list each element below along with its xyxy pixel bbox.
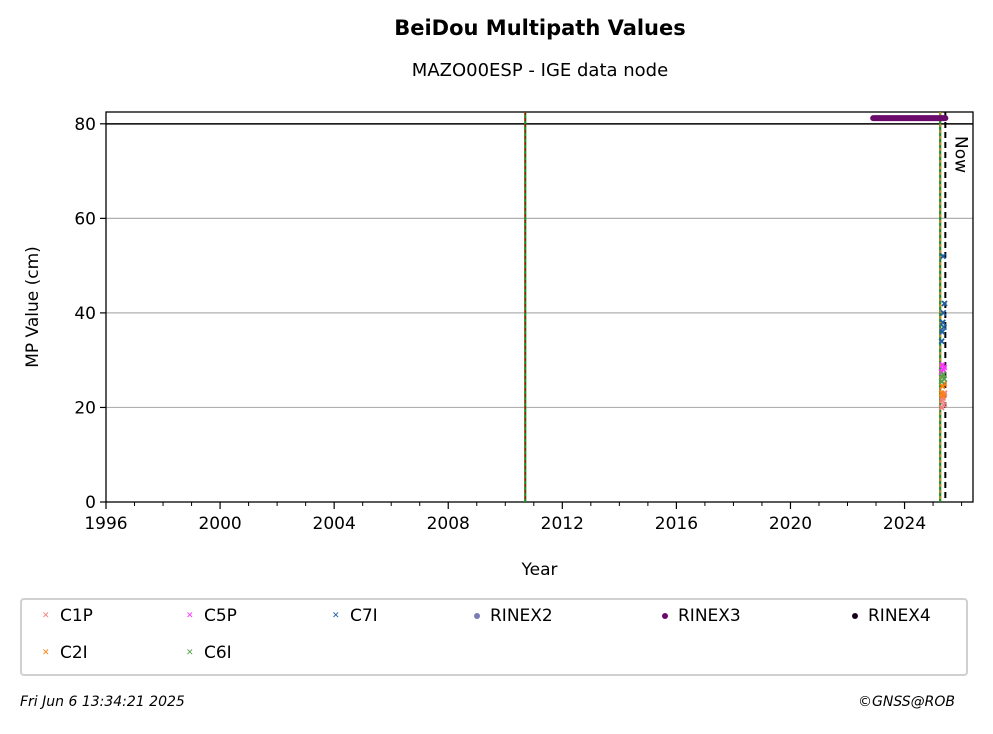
legend-marker (658, 609, 672, 623)
legend-item-c5p: C5P (184, 606, 237, 626)
point-c6i (941, 375, 948, 383)
legend: C1P C5P C7I RINEX2 RINEX3 RINEX4 C2I C6I (20, 598, 968, 676)
point-c2i (940, 392, 947, 399)
point-c7i (939, 253, 947, 260)
point-c7i (939, 319, 946, 326)
legend-marker (470, 609, 484, 623)
legend-label: C1P (60, 606, 93, 626)
legend-item-c7i: C7I (330, 606, 378, 626)
point-c7i (940, 323, 948, 331)
y-axis-label: MP Value (cm) (23, 246, 43, 368)
x-tick-label: 2024 (883, 514, 926, 534)
x-tick-label: 2016 (655, 514, 698, 534)
x-axis-label: Year (521, 560, 558, 580)
point-c7i (939, 328, 946, 335)
x-tick-label: 2004 (313, 514, 356, 534)
plot-area: 0 20 40 60 80 1996 2000 2004 2008 2012 2016 2020 202… (23, 111, 974, 580)
credit: ©GNSS@ROB (858, 694, 955, 710)
legend-label: RINEX3 (678, 606, 741, 626)
legend-item-c2i: C2I (40, 643, 88, 663)
now-label: Now (950, 136, 970, 173)
timestamp: Fri Jun 6 13:34:21 2025 (20, 694, 185, 710)
x-tick-label: 1996 (84, 514, 127, 534)
legend-label: C7I (350, 606, 378, 626)
legend-marker (184, 609, 198, 623)
plot-frame (105, 111, 974, 503)
x-tick-label: 2008 (427, 514, 470, 534)
legend-label: RINEX4 (868, 606, 931, 626)
y-tick-label: 0 (85, 493, 96, 513)
legend-marker (330, 609, 344, 623)
legend-label: C6I (204, 643, 232, 663)
y-tick-label: 60 (74, 209, 96, 229)
legend-item-rinex3: RINEX3 (658, 606, 741, 626)
legend-marker (848, 609, 862, 623)
x-tick-label: 2012 (541, 514, 584, 534)
legend-marker (184, 646, 198, 660)
y-tick-label: 40 (74, 304, 96, 324)
chart-title: BeiDou Multipath Values (394, 16, 686, 40)
point-c5p (941, 364, 948, 371)
legend-label: C5P (204, 606, 237, 626)
legend-item-c1p: C1P (40, 606, 93, 626)
chart-subtitle: MAZO00ESP - IGE data node (411, 60, 669, 81)
y-tick-label: 80 (74, 115, 96, 135)
legend-marker (40, 609, 54, 623)
x-tick-label: 2000 (198, 514, 241, 534)
x-tick-label: 2020 (769, 514, 812, 534)
point-c1p (940, 401, 948, 409)
point-c7i (941, 300, 948, 307)
legend-item-c6i: C6I (184, 643, 232, 663)
point-c7i (940, 309, 947, 317)
legend-item-rinex2: RINEX2 (470, 606, 553, 626)
point-c6i (940, 371, 947, 378)
legend-label: C2I (60, 643, 88, 663)
legend-marker (40, 646, 54, 660)
legend-label: RINEX2 (490, 606, 553, 626)
legend-item-rinex4: RINEX4 (848, 606, 931, 626)
y-tick-label: 20 (74, 398, 96, 418)
point-c7i (938, 338, 945, 345)
